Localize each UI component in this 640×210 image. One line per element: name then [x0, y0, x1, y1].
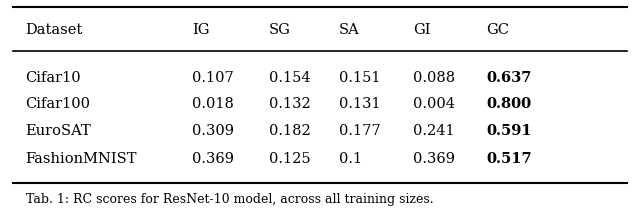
Text: 0.369: 0.369	[413, 152, 455, 165]
Text: 0.241: 0.241	[413, 124, 454, 138]
Text: Cifar10: Cifar10	[26, 71, 81, 85]
Text: 0.018: 0.018	[192, 97, 234, 111]
Text: 0.182: 0.182	[269, 124, 310, 138]
Text: 0.088: 0.088	[413, 71, 455, 85]
Text: 0.309: 0.309	[192, 124, 234, 138]
Text: 0.154: 0.154	[269, 71, 310, 85]
Text: 0.517: 0.517	[486, 152, 532, 165]
Text: 0.1: 0.1	[339, 152, 362, 165]
Text: Dataset: Dataset	[26, 24, 83, 37]
Text: Cifar100: Cifar100	[26, 97, 91, 111]
Text: 0.369: 0.369	[192, 152, 234, 165]
Text: 0.004: 0.004	[413, 97, 455, 111]
Text: 0.107: 0.107	[192, 71, 234, 85]
Text: Tab. 1: RC scores for ResNet-10 model, across all training sizes.: Tab. 1: RC scores for ResNet-10 model, a…	[26, 193, 433, 206]
Text: EuroSAT: EuroSAT	[26, 124, 92, 138]
Text: GI: GI	[413, 24, 430, 37]
Text: SA: SA	[339, 24, 360, 37]
Text: 0.177: 0.177	[339, 124, 381, 138]
Text: 0.637: 0.637	[486, 71, 532, 85]
Text: 0.151: 0.151	[339, 71, 381, 85]
Text: 0.131: 0.131	[339, 97, 381, 111]
Text: FashionMNIST: FashionMNIST	[26, 152, 137, 165]
Text: 0.125: 0.125	[269, 152, 310, 165]
Text: 0.800: 0.800	[486, 97, 532, 111]
Text: 0.132: 0.132	[269, 97, 310, 111]
Text: SG: SG	[269, 24, 291, 37]
Text: GC: GC	[486, 24, 509, 37]
Text: IG: IG	[192, 24, 209, 37]
Text: 0.591: 0.591	[486, 124, 532, 138]
